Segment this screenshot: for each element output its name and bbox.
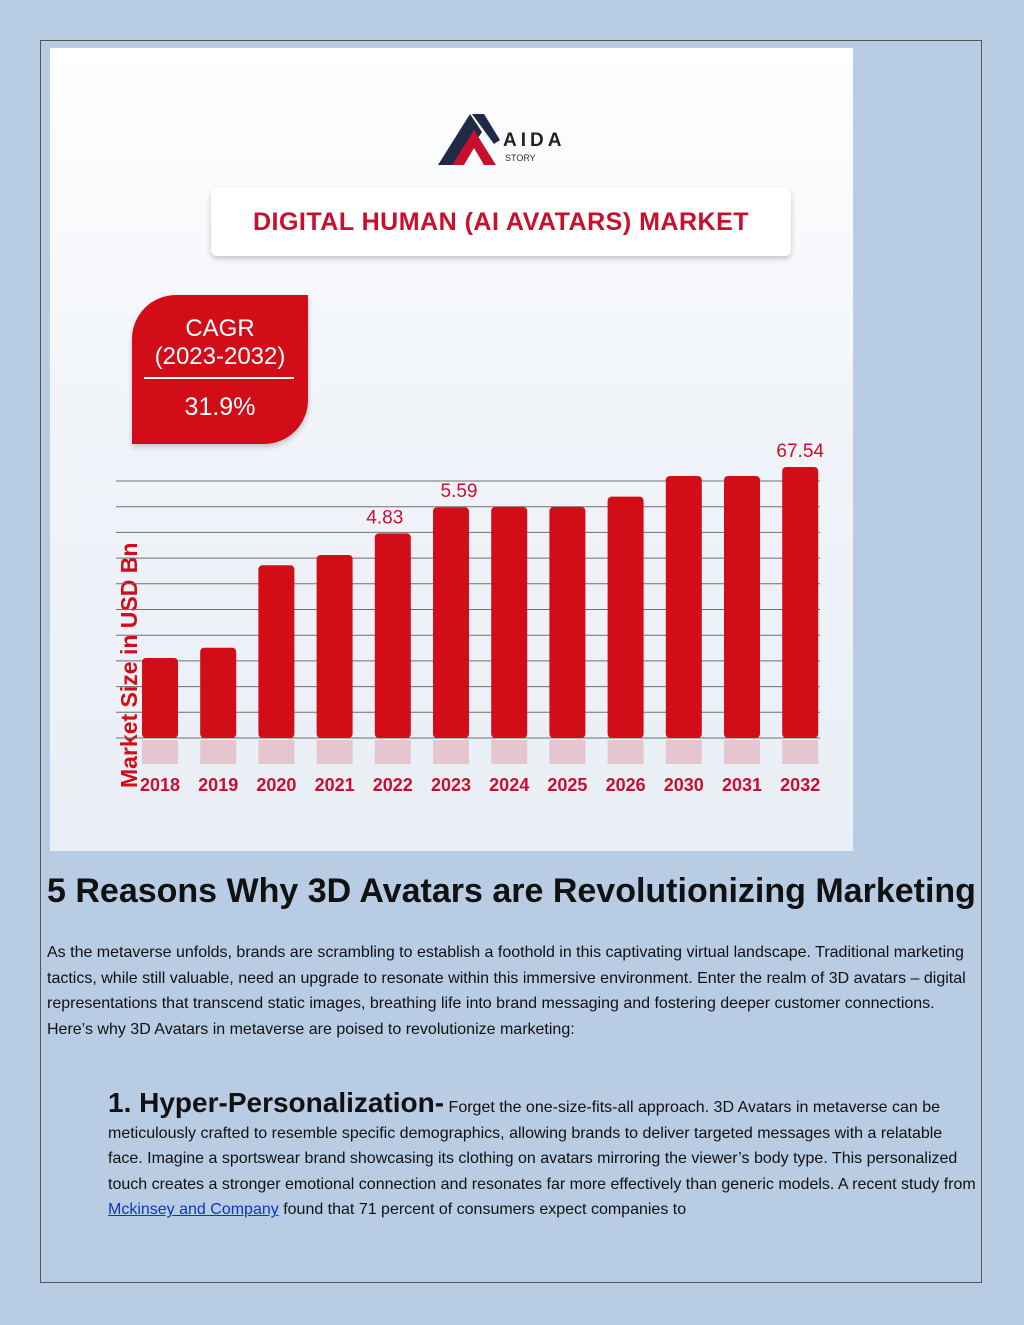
bar-2026: [607, 496, 644, 738]
bar-reflection: [491, 740, 528, 764]
data-label-2022: 4.83: [366, 507, 403, 528]
cagr-label: CAGR: [185, 315, 255, 342]
bar-2023: [433, 507, 469, 738]
bar-reflection: [665, 740, 702, 764]
cagr-period: (2023-2032): [154, 343, 286, 370]
x-tick-2020: 2020: [256, 775, 296, 795]
data-label-2023: 5.59: [441, 481, 478, 502]
reason-1-text-start: Forget the one-size-fits-all approach. 3…: [108, 1099, 976, 1193]
bar-chart: 2018 2019 2020 2021 2022 4.83 2023 5.59 2024 2025…: [116, 441, 824, 795]
bar-reflection: [433, 740, 469, 764]
cagr-divider: [144, 377, 294, 379]
bar-reflection: [316, 740, 353, 764]
cagr-value: 31.9%: [184, 393, 256, 421]
bar-2032: [782, 467, 819, 738]
bar-2019: [200, 647, 237, 738]
x-tick-2022: 2022: [373, 775, 413, 795]
mckinsey-link[interactable]: Mckinsey and Company: [108, 1201, 279, 1219]
bar-reflection: [374, 740, 411, 764]
data-label-2032: 67.54: [776, 441, 824, 462]
cagr-badge: CAGR (2023-2032) 31.9%: [132, 295, 308, 444]
logo-subtext: STORY: [505, 153, 536, 163]
x-tick-2025: 2025: [547, 775, 587, 795]
intro-paragraph: As the metaverse unfolds, brands are scr…: [47, 944, 966, 1038]
x-tick-2023: 2023: [431, 775, 471, 795]
x-tick-2018: 2018: [140, 775, 180, 795]
bar-2030: [665, 476, 702, 738]
bar-reflection: [200, 740, 237, 764]
x-tick-2026: 2026: [606, 775, 646, 795]
bar-2024: [491, 506, 528, 738]
x-tick-2032: 2032: [780, 775, 820, 795]
reason-1-title: 1. Hyper-Personalization-: [108, 1087, 445, 1118]
page-frame: [40, 40, 982, 1283]
infographic-title: DIGITAL HUMAN (AI AVATARS) MARKET: [211, 188, 791, 256]
bar-reflection: [142, 740, 178, 764]
bar-2022: [374, 533, 411, 738]
x-tick-2019: 2019: [198, 775, 238, 795]
bar-2020: [258, 565, 295, 738]
bar-reflection: [782, 740, 819, 764]
bar-2018: [142, 658, 178, 738]
x-tick-2024: 2024: [489, 775, 529, 795]
reason-item-1: 1. Hyper-Personalization- Forget the one…: [108, 1087, 978, 1223]
x-tick-2021: 2021: [315, 775, 355, 795]
x-tick-2031: 2031: [722, 775, 762, 795]
bar-2021: [316, 554, 353, 738]
market-infographic: AIDA STORY DIGITAL HUMAN (AI AVATARS) MA…: [50, 48, 853, 851]
bar-reflection: [724, 740, 760, 764]
bar-reflection: [258, 740, 295, 764]
logo-word: AIDA: [503, 130, 566, 151]
bar-2025: [549, 506, 586, 738]
bar-reflection: [607, 740, 644, 764]
article-heading: 5 Reasons Why 3D Avatars are Revolutioni…: [47, 872, 976, 910]
bar-reflection: [549, 740, 586, 764]
reason-1-text-end: found that 71 percent of consumers expec…: [278, 1201, 687, 1219]
x-tick-2030: 2030: [664, 775, 704, 795]
aida-logo-icon: [438, 114, 500, 165]
bar-2031: [724, 476, 760, 738]
